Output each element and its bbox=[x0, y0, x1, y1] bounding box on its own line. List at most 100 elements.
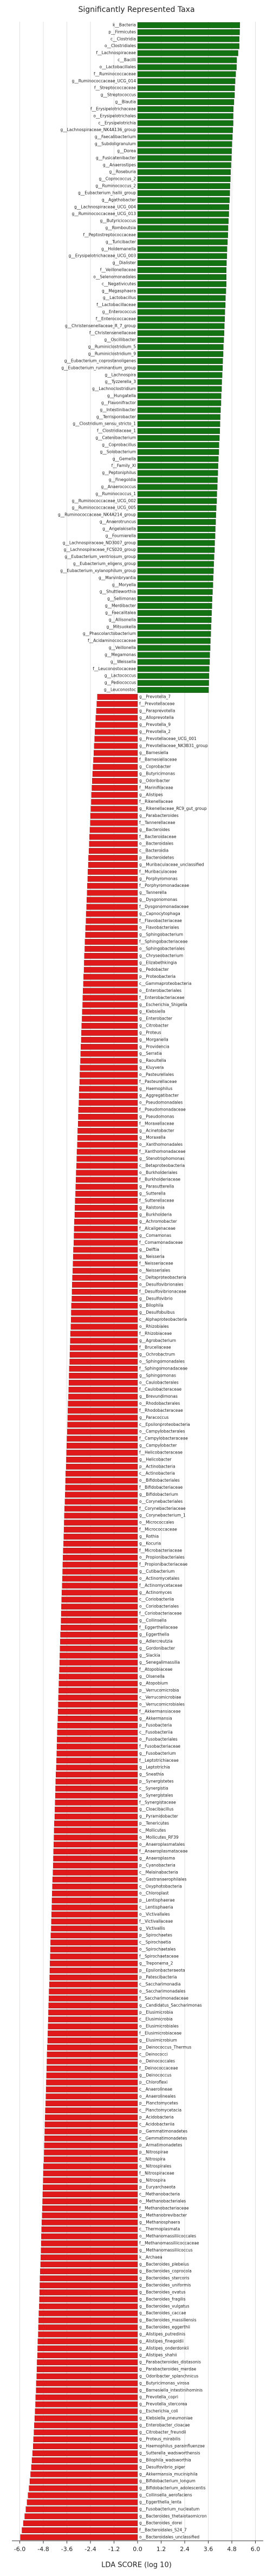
taxon-label: g__Alistipes_shahii bbox=[139, 2353, 177, 2358]
taxon-label: g__Gordonibacter bbox=[139, 1646, 176, 1651]
taxon-label: g__Megamonas bbox=[105, 652, 136, 657]
bar bbox=[69, 1352, 138, 1358]
taxon-label: g__Bacteroides_massiliensis bbox=[139, 2318, 197, 2322]
bar bbox=[50, 1946, 138, 1952]
bar bbox=[61, 1618, 138, 1624]
bar bbox=[137, 36, 239, 42]
taxon-label: g__Pediococcus bbox=[105, 680, 136, 685]
bar bbox=[96, 708, 138, 714]
taxon-label: o__Selenomonadales bbox=[93, 274, 136, 279]
bar bbox=[89, 841, 138, 847]
taxon-label: g__Lachnospiraceae_FCS020_group bbox=[63, 547, 136, 552]
bar bbox=[74, 1225, 138, 1232]
bar bbox=[56, 1764, 138, 1771]
bar bbox=[137, 113, 233, 119]
bar bbox=[137, 540, 215, 546]
bar bbox=[137, 239, 228, 245]
bar bbox=[82, 1002, 138, 1008]
bar bbox=[137, 134, 233, 140]
bar bbox=[38, 2317, 138, 2324]
bar bbox=[137, 575, 213, 581]
taxon-label: f__Dysgonomonadaceae bbox=[139, 904, 189, 909]
taxon-label: g__Agrobacterium bbox=[139, 1338, 176, 1343]
bar bbox=[43, 2170, 138, 2177]
bar bbox=[79, 1100, 138, 1106]
taxon-label: f__Ruminococcaceae bbox=[94, 72, 136, 76]
taxon-label: c__Coriobacteriia bbox=[139, 1597, 174, 1602]
bar bbox=[78, 1114, 138, 1120]
taxon-label: g__Leuconostoc bbox=[104, 687, 136, 692]
bar bbox=[61, 1625, 138, 1631]
bar bbox=[72, 1295, 138, 1302]
taxon-label: c__Mollicutes bbox=[139, 1828, 166, 1833]
taxon-label: c__Spirochaetia bbox=[139, 1940, 171, 1945]
taxon-label: c__Erysipelotrichia bbox=[98, 120, 136, 125]
bar bbox=[44, 2142, 138, 2149]
bar bbox=[42, 2191, 138, 2197]
bar bbox=[88, 869, 138, 875]
bar bbox=[62, 1568, 138, 1575]
bar bbox=[75, 1205, 138, 1211]
bar bbox=[94, 750, 138, 756]
taxon-label: p__Fusobacteria bbox=[139, 1723, 172, 1728]
taxon-label: g__Eggerthella_lenta bbox=[139, 2500, 181, 2504]
bar bbox=[137, 29, 240, 35]
taxon-label: o__Bifidobacteriales bbox=[139, 1478, 180, 1483]
bar bbox=[137, 554, 214, 560]
x-tick-label: 6.0 bbox=[251, 2546, 261, 2553]
bar bbox=[137, 253, 227, 259]
taxon-label: g__Corynebacterium_1 bbox=[139, 1513, 186, 1518]
bar bbox=[85, 932, 138, 938]
taxon-label: f__Neisseriaceae bbox=[139, 1261, 173, 1266]
bar bbox=[82, 1009, 138, 1015]
bar bbox=[67, 1429, 138, 1435]
bar bbox=[37, 2338, 138, 2345]
bar bbox=[64, 1506, 138, 1512]
bar bbox=[60, 1638, 138, 1645]
taxon-label: k__Archaea bbox=[139, 2255, 162, 2260]
bar bbox=[51, 1904, 138, 1911]
bar bbox=[44, 2129, 138, 2134]
bar bbox=[64, 1498, 138, 1505]
taxon-label: g__Faecalitalea bbox=[105, 610, 136, 615]
taxon-label: o__Neisseriales bbox=[139, 1268, 170, 1273]
bar bbox=[35, 2394, 138, 2400]
taxon-label: g__Pyramidobacter bbox=[139, 1814, 179, 1819]
taxon-label: g__Alistipes_putredinis bbox=[139, 2332, 185, 2337]
bar bbox=[78, 1121, 138, 1127]
x-tick-label: -6.0 bbox=[14, 2546, 25, 2553]
taxon-label: g__Pseudomonas bbox=[139, 1114, 174, 1119]
taxon-label: g__Paraprevotella bbox=[139, 708, 175, 713]
taxon-label: g__Bilophila_wadsworthia bbox=[139, 2457, 191, 2462]
taxon-label: o__Rhizobiales bbox=[139, 1324, 169, 1329]
taxon-label: c__Epsilonproteobacteria bbox=[139, 1422, 190, 1427]
bar bbox=[137, 603, 212, 609]
bar bbox=[86, 904, 138, 910]
bar bbox=[82, 1016, 138, 1022]
bar bbox=[44, 2135, 138, 2142]
bar bbox=[37, 2359, 138, 2365]
bar bbox=[90, 820, 138, 826]
taxon-label: g__Ruminiclostridium_9 bbox=[88, 352, 136, 356]
bar bbox=[137, 442, 219, 448]
bar bbox=[137, 57, 237, 63]
taxon-label: c__Gammaproteobacteria bbox=[139, 981, 191, 986]
taxon-label: g__Anaeroplasma bbox=[139, 1856, 175, 1861]
bar bbox=[74, 1218, 138, 1225]
bar bbox=[137, 127, 233, 133]
taxon-label: c__Actinobacteria bbox=[139, 1471, 175, 1476]
bar bbox=[45, 2114, 138, 2120]
x-tick-label: -3.6 bbox=[61, 2546, 73, 2553]
bar bbox=[79, 1086, 138, 1092]
bar bbox=[46, 2072, 138, 2079]
bar bbox=[46, 2093, 138, 2100]
taxon-label: g__Prevotellaceae_UCG_001 bbox=[139, 736, 197, 741]
taxon-label: f__Methanobacteriaceae bbox=[139, 2205, 189, 2210]
bar bbox=[67, 1422, 138, 1428]
bar bbox=[137, 673, 210, 679]
taxon-label: g__Cutibacterium bbox=[139, 1569, 175, 1574]
taxon-label: f__Sphingobacteriaceae bbox=[139, 939, 188, 944]
bar bbox=[86, 918, 138, 924]
bar bbox=[63, 1527, 138, 1533]
